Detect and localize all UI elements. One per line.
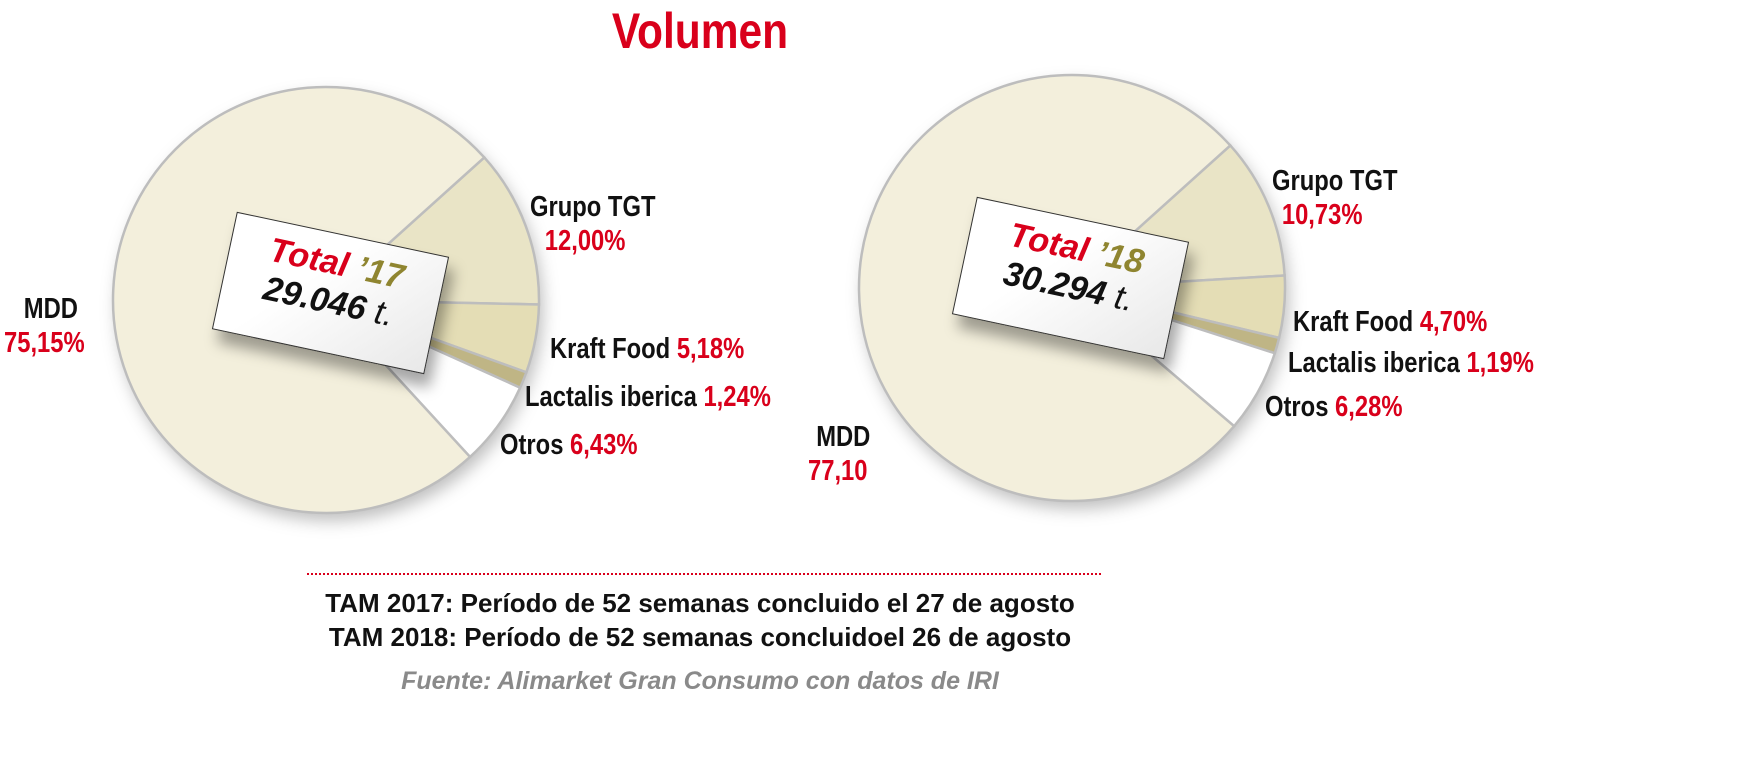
label-mdd-17: MDD 75,15% xyxy=(4,293,85,359)
total-unit: t. xyxy=(370,293,398,335)
note-tam-2017: TAM 2017: Período de 52 semanas concluid… xyxy=(325,588,1075,618)
dotted-divider xyxy=(307,573,1101,575)
source-note: Fuente: Alimarket Gran Consumo con datos… xyxy=(401,667,999,695)
label-otros-17: Otros 6,43% xyxy=(500,429,638,461)
note-tam-2018: TAM 2018: Período de 52 semanas concluid… xyxy=(328,622,1072,652)
label-grupo-tgt-17: Grupo TGT 12,00% xyxy=(530,191,656,257)
chart-title: Volumen xyxy=(611,3,789,59)
label-kraft-17: Kraft Food 5,18% xyxy=(550,333,745,365)
label-kraft-18: Kraft Food 4,70% xyxy=(1293,306,1488,338)
label-grupo-tgt-18: Grupo TGT 10,73% xyxy=(1272,165,1398,231)
label-otros-18: Otros 6,28% xyxy=(1265,391,1403,423)
label-lactalis-17: Lactalis iberica 1,24% xyxy=(525,381,771,413)
label-lactalis-18: Lactalis iberica 1,19% xyxy=(1288,347,1534,379)
total-unit: t. xyxy=(1110,278,1138,320)
label-mdd-18: MDD 77,10 xyxy=(808,421,871,487)
